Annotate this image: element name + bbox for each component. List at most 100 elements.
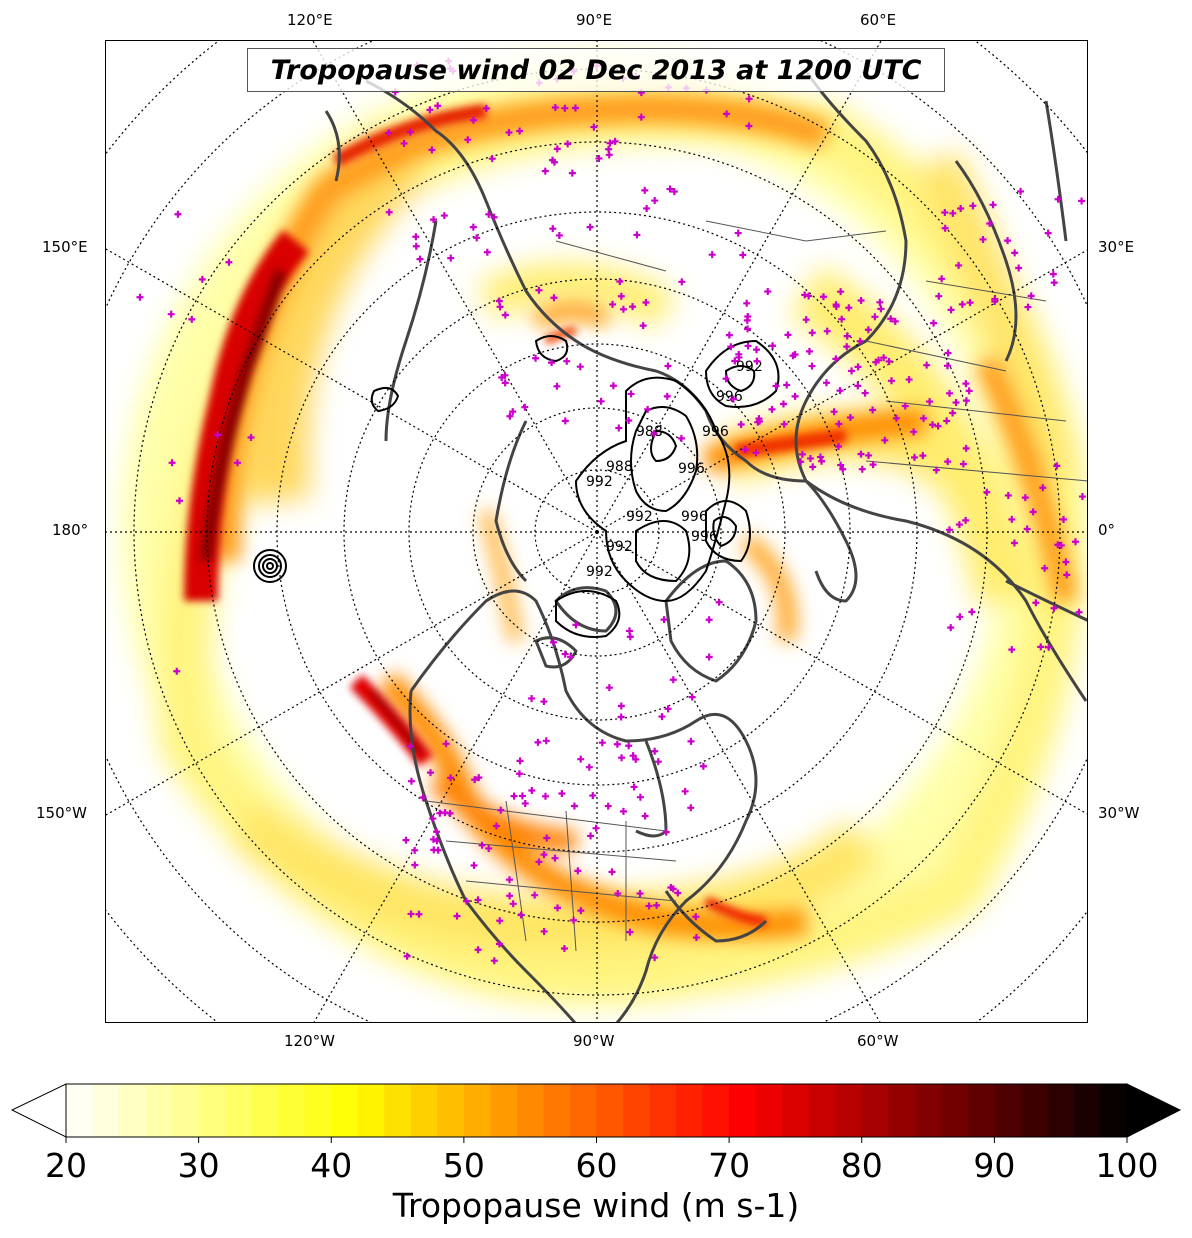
colorbar-segment: [596, 1084, 624, 1137]
station-marker: [636, 793, 644, 801]
contour-label: 992: [626, 509, 653, 525]
station-marker: [429, 835, 437, 843]
station-marker: [885, 357, 893, 365]
station-marker: [941, 224, 949, 232]
station-marker: [966, 299, 974, 307]
station-marker: [551, 104, 559, 112]
colorbar-tick-label: 100: [1095, 1146, 1159, 1185]
station-marker: [744, 342, 752, 350]
station-marker: [385, 208, 393, 216]
colorbar-segment: [543, 1084, 571, 1137]
station-marker: [540, 927, 548, 935]
colorbar-segment: [225, 1084, 253, 1137]
station-marker: [743, 299, 751, 307]
station-marker: [888, 377, 896, 385]
station-marker: [618, 754, 626, 762]
station-marker: [541, 167, 549, 175]
station-marker: [428, 146, 436, 154]
station-marker: [586, 223, 594, 231]
station-marker: [780, 420, 788, 428]
station-marker: [843, 332, 851, 340]
station-marker: [1024, 303, 1032, 311]
colorbar-segment: [251, 1084, 279, 1137]
station-marker: [979, 235, 987, 243]
station-marker: [625, 742, 633, 750]
station-marker: [650, 430, 658, 438]
colorbar-tick-marks: [65, 1137, 1128, 1143]
station-marker: [806, 454, 814, 462]
station-marker: [576, 363, 584, 371]
station-marker: [558, 790, 566, 798]
station-marker: [440, 212, 448, 220]
station-marker: [663, 392, 671, 400]
colorbar-tick-label: 90: [973, 1146, 1016, 1185]
station-marker: [616, 277, 624, 285]
station-marker: [412, 242, 420, 250]
lon-label-30w: 30°W: [1098, 804, 1140, 822]
station-marker: [548, 359, 556, 367]
station-marker: [955, 261, 963, 269]
station-marker: [629, 752, 637, 760]
station-marker: [1063, 571, 1071, 579]
station-marker: [856, 337, 864, 345]
lon-label-0: 0°: [1098, 521, 1116, 539]
contour-label: 988: [606, 459, 633, 475]
station-marker: [880, 354, 888, 362]
station-marker: [577, 755, 585, 763]
station-marker: [492, 822, 500, 830]
station-marker: [572, 621, 580, 629]
station-marker: [505, 128, 513, 136]
station-marker: [535, 858, 543, 866]
station-marker: [705, 616, 713, 624]
station-marker: [495, 940, 503, 948]
station-marker: [1010, 539, 1018, 547]
station-marker: [482, 104, 490, 112]
colorbar-segment: [1020, 1084, 1049, 1137]
station-marker: [442, 740, 450, 748]
station-marker: [614, 890, 622, 898]
station-marker: [835, 420, 843, 428]
station-marker: [729, 395, 737, 403]
station-marker: [820, 293, 828, 301]
station-marker: [727, 343, 735, 351]
station-marker: [613, 740, 621, 748]
station-marker: [791, 392, 799, 400]
station-marker: [843, 343, 851, 351]
colorbar-segment: [755, 1084, 783, 1137]
station-marker: [641, 812, 649, 820]
station-marker: [1054, 195, 1062, 203]
station-marker: [869, 406, 877, 414]
station-marker: [662, 828, 670, 836]
station-marker: [609, 382, 617, 390]
station-marker: [947, 624, 955, 632]
station-marker: [1075, 608, 1083, 616]
station-marker: [989, 201, 997, 209]
station-marker: [941, 209, 949, 217]
station-marker: [549, 156, 557, 164]
station-marker: [592, 824, 600, 832]
station-marker: [589, 792, 597, 800]
station-marker: [651, 747, 659, 755]
station-marker: [944, 349, 952, 357]
colorbar-segments: [66, 1084, 1128, 1137]
contour-label: 996: [691, 529, 718, 545]
colorbar-segment: [384, 1084, 412, 1137]
station-marker: [830, 408, 838, 416]
station-marker: [609, 300, 617, 308]
station-marker: [861, 389, 869, 397]
colorbar-segment: [914, 1084, 942, 1137]
station-marker: [1039, 484, 1047, 492]
station-marker: [509, 408, 517, 416]
station-marker: [871, 313, 879, 321]
lon-label-150e: 150°E: [42, 238, 88, 256]
station-marker: [744, 325, 752, 333]
station-marker: [745, 122, 753, 130]
wind-shading: [122, 57, 1087, 1007]
station-marker: [604, 802, 612, 810]
station-marker: [930, 319, 938, 327]
station-marker: [772, 382, 780, 390]
station-marker: [660, 616, 668, 624]
station-marker: [402, 836, 410, 844]
station-marker: [805, 292, 813, 300]
station-marker: [430, 216, 438, 224]
